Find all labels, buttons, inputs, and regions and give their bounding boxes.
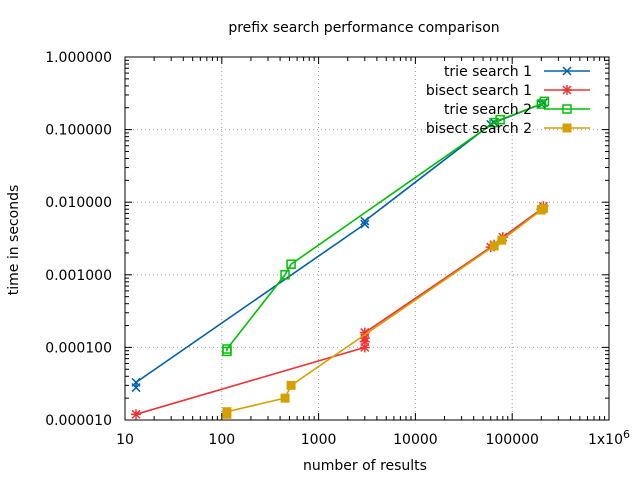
data-point — [222, 407, 232, 417]
x-tick-label: 1000 — [301, 432, 337, 448]
x-tick-labels: 10 100 1000 10000 100000 1x106 — [116, 428, 630, 448]
plot-border — [124, 56, 610, 421]
series-line — [226, 207, 544, 415]
legend-label: bisect search 1 — [426, 83, 532, 99]
series-2 — [222, 96, 550, 357]
data-point — [286, 259, 296, 269]
series-line — [135, 102, 544, 388]
data-point — [497, 235, 507, 245]
data-point — [536, 99, 547, 109]
data-point — [495, 114, 505, 125]
series-3 — [222, 203, 548, 419]
data-point — [222, 344, 232, 354]
legend-label: bisect search 2 — [426, 121, 532, 137]
data-point — [539, 96, 550, 107]
data-point — [280, 393, 290, 403]
y-axis-label: time in seconds — [6, 185, 22, 296]
data-point — [286, 380, 296, 390]
grid-lines — [125, 57, 609, 420]
data-point — [131, 377, 141, 387]
chart-title: prefix search performance comparison — [228, 20, 499, 36]
legend: trie search 1 bisect search 1 trie search … — [426, 64, 590, 137]
axis-ticks — [124, 56, 610, 421]
legend-item: trie search 1 — [444, 64, 590, 80]
legend-label: trie search 2 — [444, 102, 532, 118]
legend-marker — [562, 123, 572, 133]
x-tick-exponent: 6 — [623, 428, 630, 441]
data-point — [360, 219, 370, 229]
legend-item: bisect search 2 — [426, 121, 590, 137]
data-point — [489, 241, 499, 251]
data-point — [538, 203, 548, 213]
x-axis-label: number of results — [303, 458, 427, 474]
data-point — [280, 270, 290, 280]
x-tick-label: 1x106 — [588, 428, 630, 448]
y-tick-label: 0.000010 — [45, 413, 112, 429]
legend-item: bisect search 1 — [426, 83, 590, 99]
series-1 — [131, 201, 549, 420]
x-tick-label: 100 — [208, 432, 235, 448]
legend-marker — [562, 104, 572, 114]
x-tick-label: 10 — [116, 432, 134, 448]
data-point — [360, 216, 370, 226]
series-line — [226, 100, 545, 352]
legend-marker — [562, 66, 572, 76]
data-point — [489, 117, 499, 128]
series-line — [135, 205, 545, 416]
x-tick-label: 100000 — [485, 432, 538, 448]
y-tick-labels: 0.000010 0.000100 0.001000 0.010000 0.100000… — [45, 50, 112, 429]
y-tick-label: 0.010000 — [45, 195, 112, 211]
y-tick-label: 0.001000 — [45, 268, 112, 284]
y-tick-label: 1.000000 — [45, 50, 112, 66]
y-tick-label: 0.100000 — [45, 123, 112, 139]
legend-label: trie search 1 — [444, 64, 532, 80]
x-tick-label: 10000 — [393, 432, 438, 448]
y-tick-label: 0.000100 — [45, 340, 112, 356]
legend-item: trie search 2 — [444, 102, 590, 118]
plot-series — [131, 96, 550, 420]
